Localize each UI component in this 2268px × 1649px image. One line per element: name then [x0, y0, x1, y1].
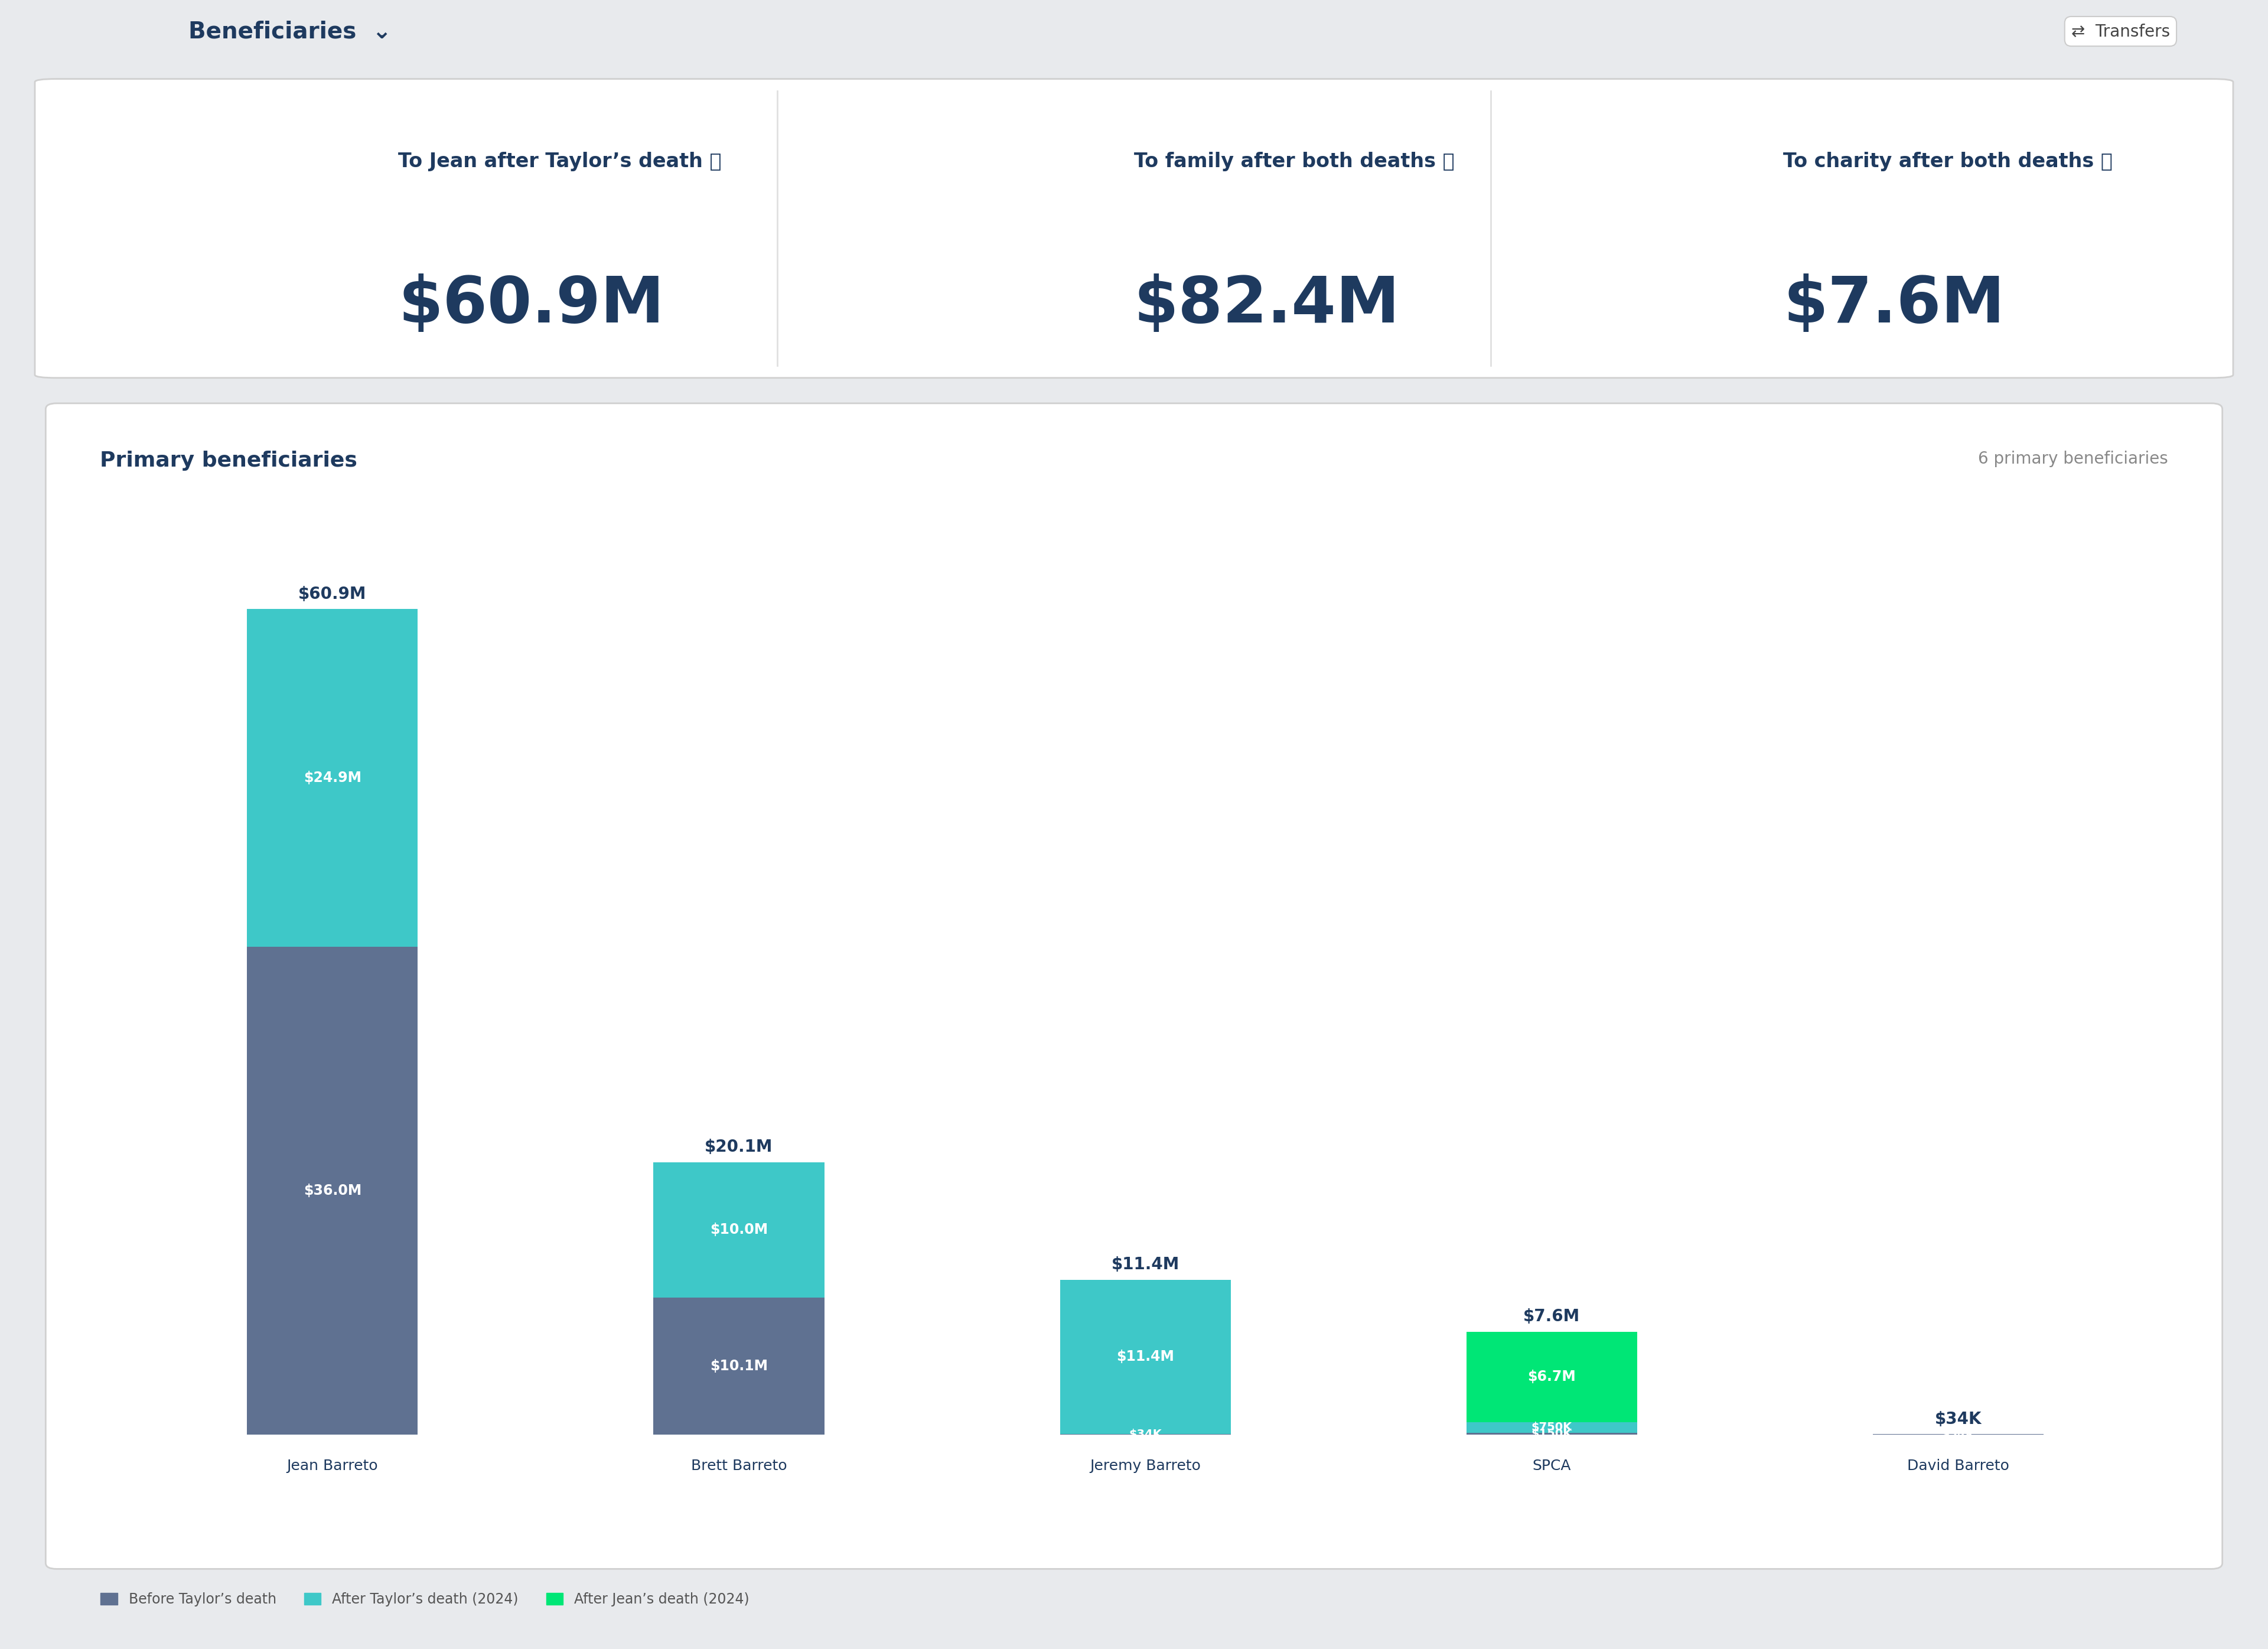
Text: Beneficiaries  ⌄: Beneficiaries ⌄ — [188, 20, 392, 43]
Text: $150K: $150K — [1531, 1428, 1572, 1440]
Text: David Barreto: David Barreto — [1907, 1459, 2009, 1473]
Bar — [1467, 1433, 1637, 1435]
FancyBboxPatch shape — [34, 79, 2234, 378]
Bar — [247, 608, 417, 947]
Bar — [653, 1298, 823, 1435]
Text: $60.9M: $60.9M — [299, 585, 367, 602]
Text: $34K: $34K — [1935, 1412, 1982, 1428]
Text: $24.9M: $24.9M — [304, 770, 361, 785]
Text: $34K: $34K — [1129, 1428, 1161, 1440]
Text: $11.4M: $11.4M — [1116, 1351, 1175, 1364]
Text: $11.4M: $11.4M — [1111, 1257, 1179, 1273]
Text: $10.1M: $10.1M — [710, 1359, 769, 1374]
Text: $750K: $750K — [1531, 1421, 1572, 1433]
Text: $34K: $34K — [1941, 1428, 1975, 1440]
Text: $60.9M: $60.9M — [399, 274, 665, 336]
Text: $7.6M: $7.6M — [1524, 1308, 1581, 1324]
Bar — [247, 947, 417, 1435]
Text: $7.6M: $7.6M — [1783, 274, 2005, 336]
Text: SPCA: SPCA — [1533, 1459, 1572, 1473]
Text: Jeremy Barreto: Jeremy Barreto — [1091, 1459, 1200, 1473]
Text: Jean Barreto: Jean Barreto — [286, 1459, 379, 1473]
Bar — [1059, 1280, 1232, 1435]
Text: To family after both deaths ⓘ: To family after both deaths ⓘ — [1134, 152, 1454, 171]
Text: 6 primary beneficiaries: 6 primary beneficiaries — [1978, 450, 2168, 467]
Text: ⇄  Transfers: ⇄ Transfers — [2071, 23, 2170, 40]
Text: $10.0M: $10.0M — [710, 1224, 769, 1237]
Bar — [1467, 1332, 1637, 1423]
Text: Brett Barreto: Brett Barreto — [692, 1459, 787, 1473]
Text: $6.7M: $6.7M — [1529, 1370, 1576, 1384]
Text: To charity after both deaths ⓘ: To charity after both deaths ⓘ — [1783, 152, 2112, 171]
Text: $20.1M: $20.1M — [705, 1139, 773, 1156]
Bar — [1467, 1423, 1637, 1433]
Legend: Before Taylor’s death, After Taylor’s death (2024), After Jean’s death (2024): Before Taylor’s death, After Taylor’s de… — [95, 1586, 755, 1613]
FancyBboxPatch shape — [45, 404, 2223, 1568]
Text: Primary beneficiaries: Primary beneficiaries — [100, 450, 356, 470]
Bar — [653, 1163, 823, 1298]
Text: $36.0M: $36.0M — [304, 1184, 361, 1197]
Text: To Jean after Taylor’s death ⓘ: To Jean after Taylor’s death ⓘ — [399, 152, 721, 171]
Text: $82.4M: $82.4M — [1134, 274, 1399, 336]
